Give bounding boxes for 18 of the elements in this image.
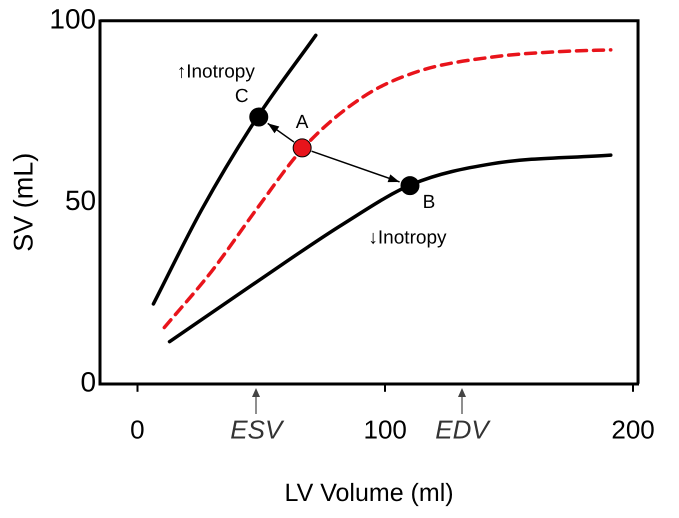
x-tick-label: EDV: [435, 414, 492, 445]
x-tick-label: ESV: [230, 414, 285, 445]
annotation: B: [422, 192, 436, 213]
y-tick-label: 100: [49, 4, 96, 35]
annotation: A: [296, 112, 309, 134]
annotation: ↓Inotropy: [368, 227, 448, 248]
y-tick-label: 50: [64, 185, 96, 216]
line-series: [168, 153, 613, 344]
y-axis-title: SV (mL): [8, 152, 39, 252]
x-tick-label: 100: [363, 414, 407, 445]
series-label: ↑Inotropy: [176, 62, 256, 83]
x-tick-label: 200: [611, 414, 655, 445]
line-series: [152, 34, 318, 306]
line-series: [162, 48, 613, 330]
y-tick-label: 0: [80, 366, 96, 398]
x-axis-title: LV Volume (ml): [284, 478, 454, 507]
x-tick-label: 0: [130, 414, 145, 445]
annotation: C: [234, 86, 249, 108]
